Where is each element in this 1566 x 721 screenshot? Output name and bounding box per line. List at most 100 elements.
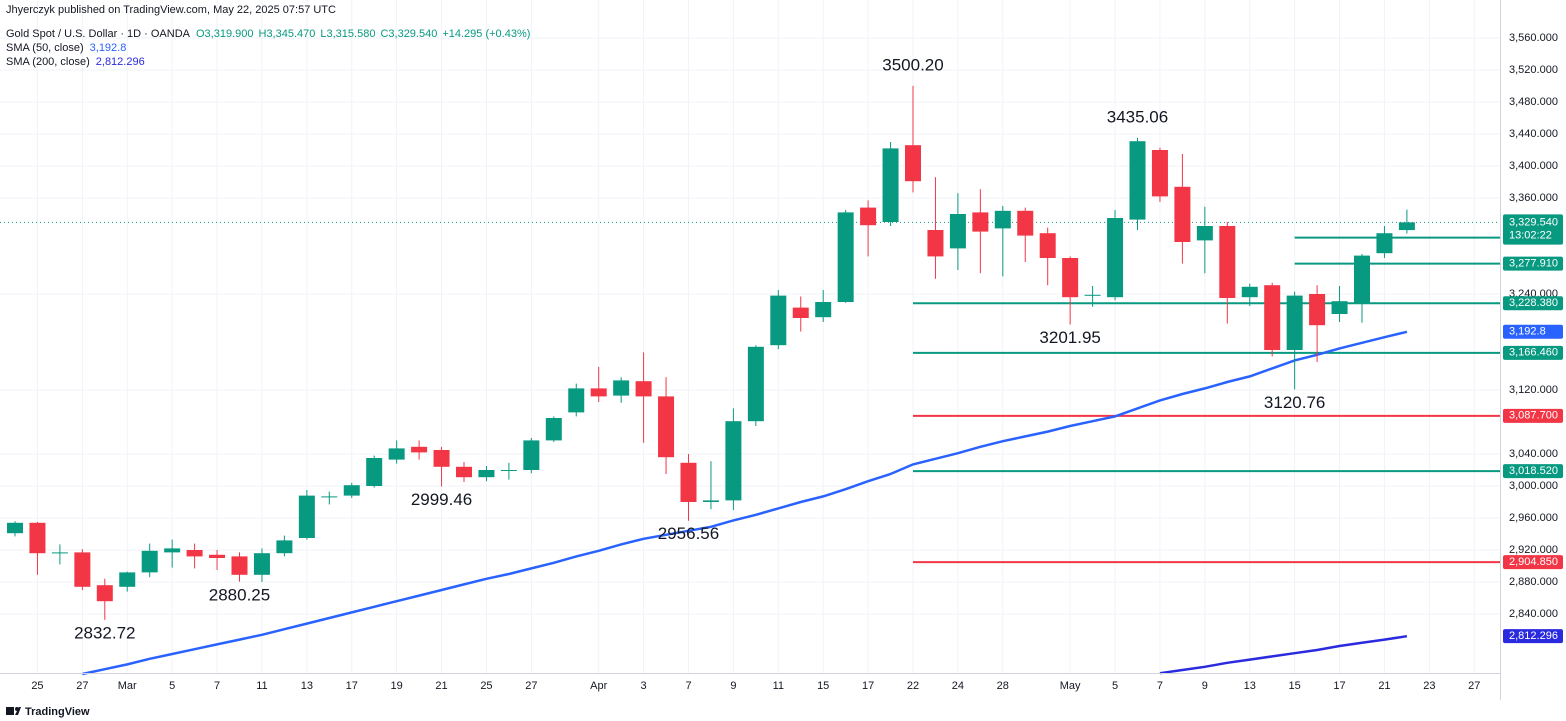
candle-body — [456, 466, 472, 478]
x-tick-label: 11 — [256, 680, 267, 692]
candle-body — [1286, 295, 1303, 350]
candle-body — [1219, 226, 1236, 298]
price-annotation: 3201.95 — [1039, 328, 1100, 347]
price-annotation: 3500.20 — [882, 55, 943, 74]
candle-body — [1107, 218, 1124, 298]
candle-body — [96, 585, 113, 602]
candle-body — [972, 212, 989, 232]
footer-logo: TradingView — [6, 706, 90, 718]
x-tick-label: 11 — [773, 680, 784, 692]
candle-body — [321, 496, 338, 498]
candle-body — [51, 552, 68, 554]
level-box — [1503, 256, 1563, 271]
candle-body — [613, 380, 630, 396]
price-annotation: 3435.06 — [1107, 107, 1168, 126]
y-tick-label: 2,880.000 — [1509, 576, 1558, 588]
candle-body — [1062, 258, 1079, 298]
x-tick-label: 17 — [862, 680, 874, 692]
candle-body — [500, 470, 517, 471]
ohlc-value: L3,315.580 — [320, 28, 375, 40]
x-tick-label: 25 — [31, 680, 43, 692]
candle-body — [927, 230, 944, 257]
y-tick-label: 3,560.000 — [1509, 32, 1558, 44]
plot: 3500.20 3435.06 3201.95 3120.76 2999.46 2956.… — [0, 55, 1500, 676]
y-tick-label: 3,360.000 — [1509, 192, 1558, 204]
ohlc-value: +14.295 (+0.43%) — [442, 28, 530, 40]
level-label: 2,904.850 — [1509, 556, 1558, 568]
x-tick-label: 3 — [641, 680, 647, 692]
ohlc-value: C3,329.540 — [380, 28, 437, 40]
price-annotation: 2956.56 — [658, 524, 719, 543]
candle-body — [770, 295, 787, 346]
x-tick-label: 23 — [1423, 680, 1435, 692]
level-label: 3,087.700 — [1509, 410, 1558, 422]
countdown-label: 13:02:22 — [1509, 229, 1552, 241]
candle-body — [725, 421, 742, 501]
last-price-label: 3,329.540 — [1509, 216, 1558, 228]
candle-body — [411, 446, 428, 453]
candle-body — [478, 470, 495, 478]
candle-body — [298, 495, 315, 538]
y-tick-label: 2,840.000 — [1509, 608, 1558, 620]
candle-body — [119, 572, 136, 587]
candle-body — [523, 440, 540, 470]
symbol-title: Gold Spot / U.S. Dollar · 1D · OANDA — [6, 28, 191, 40]
y-tick-label: 3,400.000 — [1509, 160, 1558, 172]
x-tick-label: 27 — [525, 680, 537, 692]
x-tick-label: 9 — [1202, 680, 1208, 692]
last-price-box — [1503, 214, 1563, 243]
candle-body — [7, 522, 23, 534]
x-tick-label: 13 — [301, 680, 313, 692]
level-label: 3,228.380 — [1509, 297, 1558, 309]
candle-body — [882, 148, 899, 222]
y-tick-label: 2,960.000 — [1509, 512, 1558, 524]
x-tick-label: 15 — [1289, 680, 1301, 692]
candle-body — [343, 485, 360, 496]
candle-body — [1398, 222, 1415, 231]
candle-body — [680, 462, 697, 502]
y-tick-label: 3,480.000 — [1509, 96, 1558, 108]
legend-name: SMA (200, close) — [6, 56, 90, 68]
sma-box — [1503, 629, 1563, 644]
level-label: 3,018.520 — [1509, 465, 1558, 477]
sma-label: 3,192.8 — [1509, 326, 1546, 338]
x-tick-label: 21 — [1378, 680, 1390, 692]
price-annotation: 2999.46 — [411, 490, 472, 509]
candle-body — [366, 458, 383, 486]
candle-body — [276, 540, 293, 554]
candle-body — [1129, 141, 1146, 220]
ohlc-value: H3,345.470 — [259, 28, 316, 40]
x-tick-label: 19 — [391, 680, 403, 692]
x-tick-label: 17 — [346, 680, 358, 692]
candle-body — [1376, 233, 1393, 254]
x-tick-label: 9 — [730, 680, 736, 692]
candle-body — [635, 381, 652, 397]
legend-name: SMA (50, close) — [6, 42, 84, 54]
sma-line — [1159, 634, 1408, 675]
legend-value: 3,192.8 — [90, 42, 127, 54]
level-box — [1503, 296, 1563, 311]
x-tick-label: 13 — [1244, 680, 1256, 692]
x-tick-label: 24 — [952, 680, 964, 692]
candle-body — [658, 396, 675, 458]
x-tick-label: Mar — [118, 680, 137, 692]
candle-body — [29, 522, 46, 554]
candle-body — [231, 556, 248, 575]
y-tick-label: 3,000.000 — [1509, 480, 1558, 492]
candle-body — [164, 548, 181, 553]
x-tick-label: 7 — [214, 680, 220, 692]
candle-body — [1309, 294, 1326, 326]
candle-body — [792, 307, 809, 318]
level-box — [1503, 345, 1563, 360]
level-box — [1503, 555, 1563, 570]
candle-body — [837, 212, 854, 302]
publisher: Jhyerczyk published on TradingView.com, … — [6, 4, 336, 16]
sma-line — [82, 330, 1408, 676]
candle-body — [1241, 286, 1258, 298]
sma-label: 2,812.296 — [1509, 630, 1558, 642]
price-annotation: 3120.76 — [1264, 393, 1325, 412]
candle-body — [568, 388, 585, 413]
x-tick-label: 5 — [169, 680, 175, 692]
